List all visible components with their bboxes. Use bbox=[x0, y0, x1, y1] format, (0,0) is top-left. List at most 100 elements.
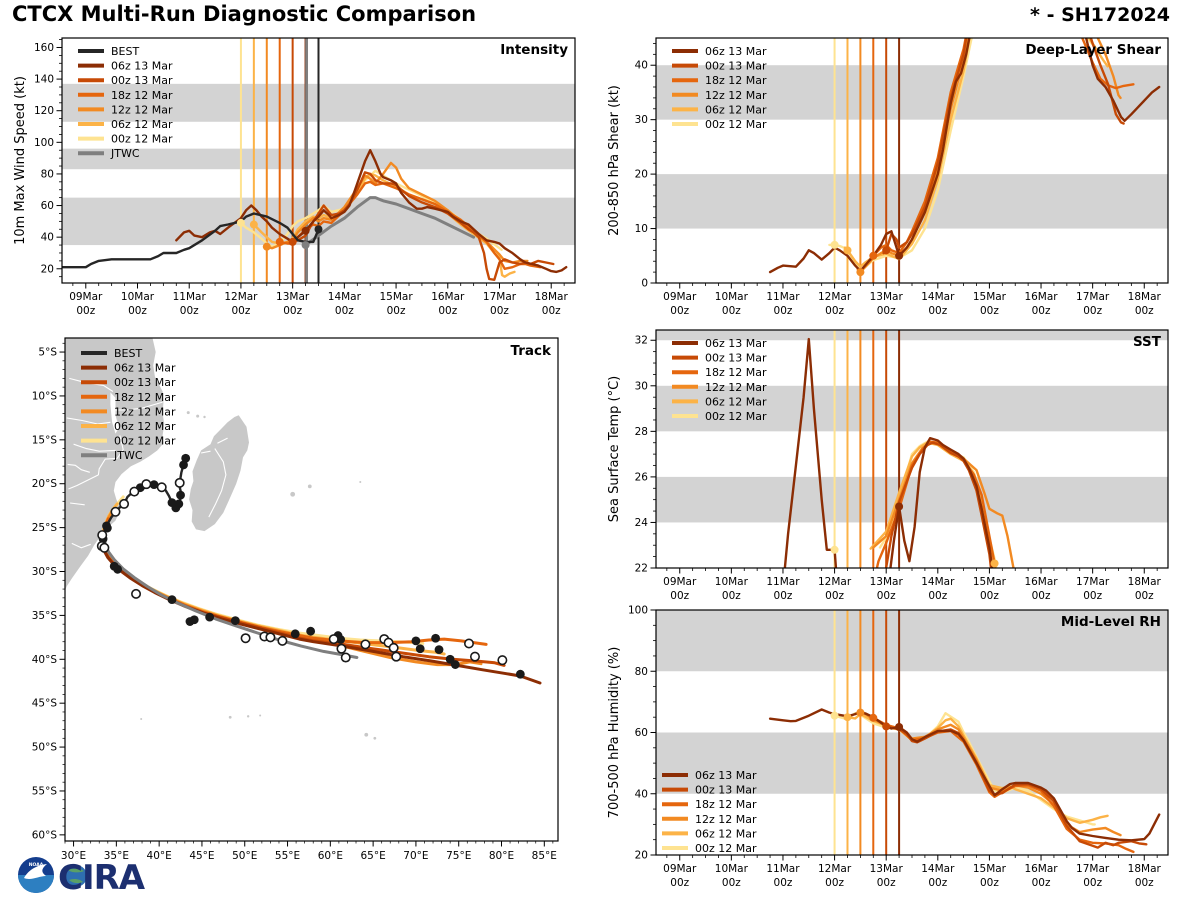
series-r06z13 bbox=[175, 149, 568, 274]
svg-text:20°S: 20°S bbox=[32, 478, 58, 490]
svg-text:10m Max Wind Speed (kt): 10m Max Wind Speed (kt) bbox=[13, 76, 28, 245]
svg-text:00z: 00z bbox=[1032, 590, 1051, 602]
svg-text:75°E: 75°E bbox=[446, 850, 471, 862]
svg-text:14Mar: 14Mar bbox=[328, 291, 362, 303]
svg-text:06z 13 Mar: 06z 13 Mar bbox=[705, 45, 767, 58]
svg-text:40: 40 bbox=[635, 788, 648, 800]
svg-text:15Mar: 15Mar bbox=[973, 576, 1007, 588]
svg-text:00z: 00z bbox=[1083, 877, 1102, 889]
svg-text:11Mar: 11Mar bbox=[173, 291, 207, 303]
svg-text:09Mar: 09Mar bbox=[663, 576, 697, 588]
track-dot-open bbox=[156, 482, 167, 493]
svg-text:06z 12 Mar: 06z 12 Mar bbox=[695, 827, 757, 840]
svg-text:70°E: 70°E bbox=[403, 850, 428, 862]
panel-sst: 09Mar 00z 10Mar 00z 11Mar 00z 12Mar 00z 13Mar 00z… bbox=[607, 329, 1169, 602]
svg-text:00z: 00z bbox=[438, 305, 457, 317]
svg-text:10°S: 10°S bbox=[32, 390, 58, 402]
svg-text:50°E: 50°E bbox=[232, 850, 257, 862]
track-dot-filled bbox=[167, 595, 177, 604]
svg-text:80: 80 bbox=[41, 168, 54, 180]
svg-text:12z 12 Mar: 12z 12 Mar bbox=[705, 89, 767, 102]
svg-text:120: 120 bbox=[34, 105, 54, 117]
panel-intensity: 09Mar 00z 10Mar 00z 11Mar 00z 12Mar 00z 13Mar 00z… bbox=[13, 37, 576, 317]
svg-text:00z: 00z bbox=[928, 590, 947, 602]
svg-text:00z: 00z bbox=[1083, 590, 1102, 602]
svg-text:40: 40 bbox=[41, 232, 54, 244]
svg-text:10Mar: 10Mar bbox=[121, 291, 155, 303]
africa-landmass bbox=[65, 338, 165, 591]
svg-text:40: 40 bbox=[635, 60, 648, 72]
svg-text:14Mar: 14Mar bbox=[921, 291, 955, 303]
country-border bbox=[200, 450, 211, 454]
series-r06z13 bbox=[783, 337, 838, 568]
svg-text:11Mar: 11Mar bbox=[766, 863, 800, 875]
page-title: CTCX Multi-Run Diagnostic Comparison bbox=[12, 2, 477, 26]
country-border bbox=[67, 463, 90, 473]
svg-text:13Mar: 13Mar bbox=[870, 576, 904, 588]
svg-text:10Mar: 10Mar bbox=[715, 863, 749, 875]
track-dot-filled bbox=[290, 629, 300, 639]
svg-text:00z: 00z bbox=[722, 877, 741, 889]
track-dot-open bbox=[388, 642, 399, 653]
svg-text:15Mar: 15Mar bbox=[973, 291, 1007, 303]
svg-text:100: 100 bbox=[34, 137, 54, 149]
svg-text:17Mar: 17Mar bbox=[483, 291, 517, 303]
series-r00z12 bbox=[833, 712, 1096, 826]
series-r06z12 bbox=[843, 38, 1109, 268]
svg-text:00z: 00z bbox=[387, 305, 406, 317]
track-dot-open bbox=[328, 634, 339, 645]
series-r00z13 bbox=[882, 38, 1125, 255]
svg-text:5°S: 5°S bbox=[38, 347, 57, 359]
track-dot-filled bbox=[149, 480, 159, 489]
svg-text:00z 13 Mar: 00z 13 Mar bbox=[705, 60, 767, 73]
svg-text:30: 30 bbox=[635, 114, 648, 126]
svg-text:40°S: 40°S bbox=[32, 654, 58, 666]
country-border bbox=[97, 435, 124, 475]
svg-text:00z: 00z bbox=[128, 305, 147, 317]
svg-text:17Mar: 17Mar bbox=[1076, 291, 1110, 303]
track-dot-open bbox=[97, 530, 108, 541]
svg-text:20: 20 bbox=[41, 263, 54, 275]
track-dot-open bbox=[99, 542, 110, 553]
track-dot-filled bbox=[434, 645, 444, 655]
svg-text:JTWC: JTWC bbox=[110, 147, 140, 160]
svg-text:45°S: 45°S bbox=[32, 698, 58, 710]
svg-text:17Mar: 17Mar bbox=[1076, 863, 1110, 875]
svg-text:00z: 00z bbox=[722, 305, 741, 317]
svg-text:18z 12 Mar: 18z 12 Mar bbox=[695, 798, 757, 811]
track-r18z12 bbox=[101, 517, 488, 646]
svg-text:06z 12 Mar: 06z 12 Mar bbox=[114, 420, 176, 433]
track-dot-filled bbox=[189, 615, 199, 625]
country-border bbox=[70, 502, 85, 506]
svg-text:06z 12 Mar: 06z 12 Mar bbox=[705, 395, 767, 408]
svg-text:18z 12 Mar: 18z 12 Mar bbox=[111, 89, 173, 102]
track-dot-filled bbox=[450, 660, 460, 669]
svg-text:40°E: 40°E bbox=[147, 850, 172, 862]
svg-text:06z 13 Mar: 06z 13 Mar bbox=[695, 769, 757, 782]
svg-text:12Mar: 12Mar bbox=[818, 576, 852, 588]
track-dot-filled bbox=[113, 564, 123, 574]
country-border bbox=[66, 417, 111, 425]
track-dot-open bbox=[336, 643, 347, 654]
track-dot-open bbox=[340, 652, 351, 663]
svg-text:00z: 00z bbox=[774, 877, 793, 889]
series-r12z12 bbox=[856, 38, 1122, 274]
series-jtwc bbox=[304, 196, 476, 247]
svg-text:BEST: BEST bbox=[114, 347, 142, 360]
lake-malawi bbox=[110, 392, 119, 434]
track-jtwc bbox=[102, 534, 359, 659]
track-dot-open bbox=[131, 588, 142, 599]
track-dot-open bbox=[141, 479, 152, 490]
svg-text:09Mar: 09Mar bbox=[663, 291, 697, 303]
svg-text:00z 13 Mar: 00z 13 Mar bbox=[705, 352, 767, 365]
svg-text:16Mar: 16Mar bbox=[1024, 863, 1058, 875]
svg-text:00z: 00z bbox=[877, 590, 896, 602]
svg-text:00z: 00z bbox=[825, 590, 844, 602]
svg-text:22: 22 bbox=[635, 563, 648, 575]
svg-text:00z: 00z bbox=[1032, 305, 1051, 317]
track-dot-filled bbox=[102, 523, 112, 533]
